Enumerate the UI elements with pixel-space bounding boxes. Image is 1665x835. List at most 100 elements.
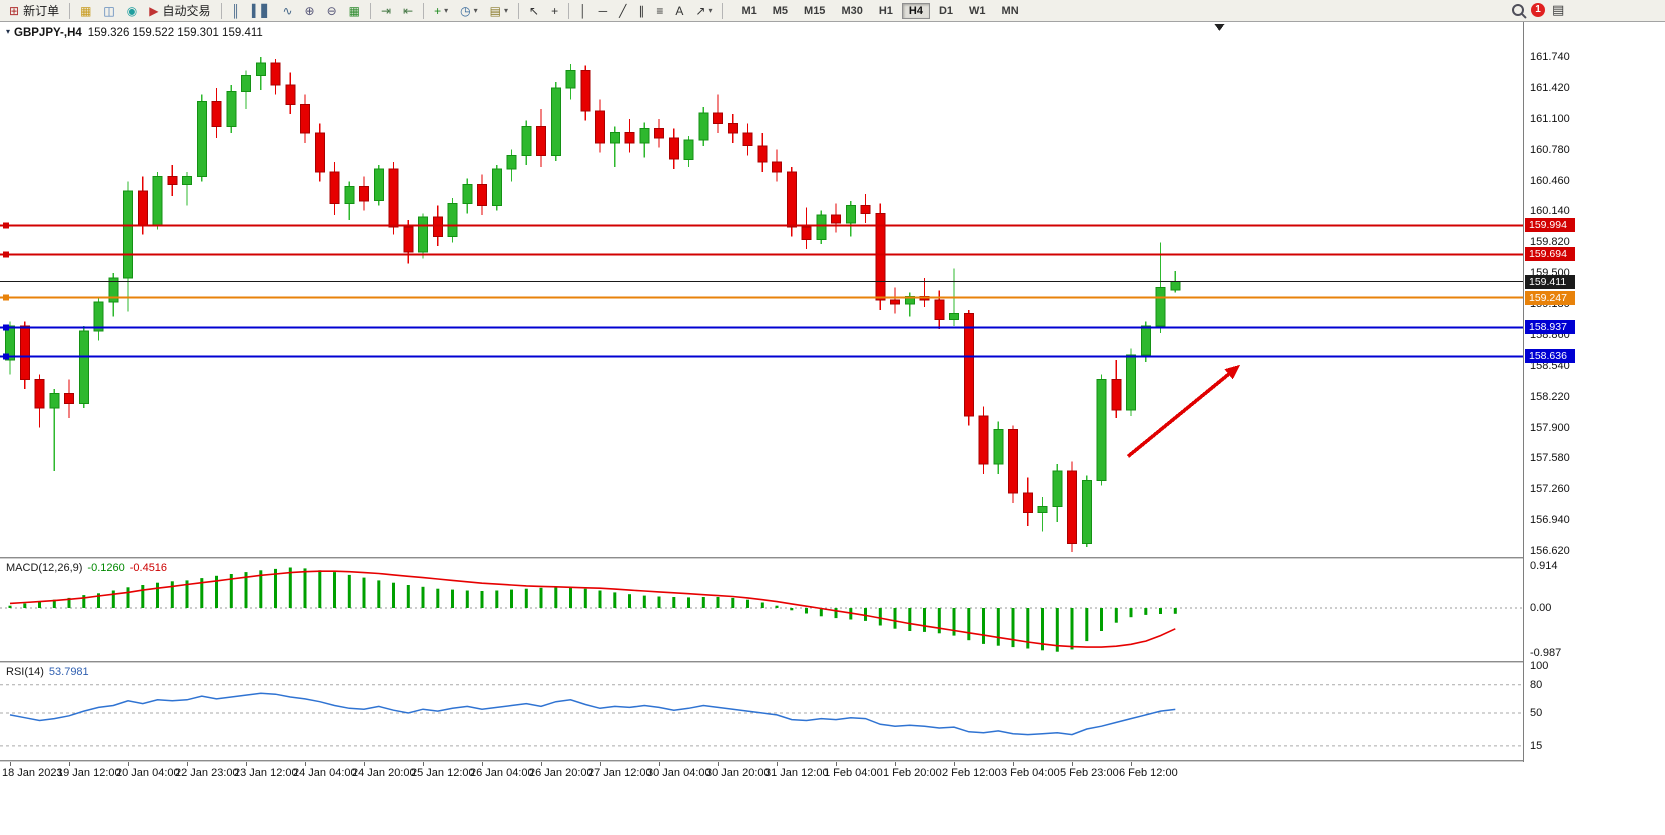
macd-panel[interactable]: MACD(12,26,9) -0.1260 -0.4516: [0, 559, 1523, 661]
zoom-out-icon: ⊖: [326, 3, 337, 18]
cursor-button[interactable]: ↖: [524, 1, 544, 21]
rsi-axis-label: 100: [1530, 660, 1549, 672]
candles-chart-icon: ▍▋: [252, 3, 271, 18]
symbol-label: GBPJPY-,H4: [14, 27, 82, 39]
time-tick: [895, 762, 896, 766]
chevron-down-icon: ▾: [504, 6, 509, 15]
panel-splitter[interactable]: [0, 661, 1665, 663]
time-axis-label: 25 Jan 12:00: [411, 767, 475, 779]
chart-title: ▾ GBPJPY-,H4 159.326 159.522 159.301 159.4…: [6, 27, 263, 39]
channel-button[interactable]: ∥: [633, 1, 649, 21]
bars-chart-button[interactable]: ║: [227, 1, 246, 21]
periods-icon: ◷: [460, 3, 471, 18]
time-axis-label: 6 Feb 12:00: [1119, 767, 1178, 779]
time-tick: [600, 762, 601, 766]
time-axis-label: 24 Jan 04:00: [293, 767, 357, 779]
chart-shift-button[interactable]: ⇤: [398, 1, 418, 21]
ohlc-values: 159.326 159.522 159.301 159.411: [87, 27, 263, 39]
price-axis-label: 161.740: [1530, 51, 1570, 63]
timeframe-h1[interactable]: H1: [878, 4, 893, 17]
time-axis-label: 3 Feb 04:00: [1001, 767, 1060, 779]
time-tick: [659, 762, 660, 766]
time-tick: [541, 762, 542, 766]
time-tick: [423, 762, 424, 766]
search-icon[interactable]: [1512, 4, 1524, 16]
auto-scroll-button[interactable]: ⇥: [376, 1, 396, 21]
periods-button[interactable]: ◷ ▾: [455, 1, 483, 21]
rsi-axis-label: 15: [1530, 739, 1543, 752]
timeframe-m15[interactable]: M15: [804, 4, 826, 17]
timeframe-m1[interactable]: M1: [741, 4, 757, 17]
time-axis-label: 1 Feb 20:00: [883, 767, 942, 779]
toolbar-separator: [722, 2, 724, 19]
timeframe-m30[interactable]: M30: [841, 4, 863, 17]
rsi-panel[interactable]: RSI(14) 53.7981: [0, 663, 1523, 760]
new-chart-button[interactable]: ▦: [75, 1, 96, 21]
rsi-name: RSI(14): [6, 666, 44, 678]
price-axis-label: 157.260: [1530, 483, 1570, 496]
market-watch-button[interactable]: ◉: [122, 1, 142, 21]
time-tick: [187, 762, 188, 766]
time-axis-label: 26 Jan 04:00: [470, 767, 534, 779]
rsi-value: 53.7981: [48, 666, 89, 678]
price-axis-label: 160.780: [1530, 143, 1570, 156]
timeframe-w1[interactable]: W1: [969, 4, 986, 17]
chevron-down-icon: ▾: [473, 6, 478, 15]
timeframe-mn[interactable]: MN: [1001, 4, 1019, 17]
panel-splitter[interactable]: [0, 557, 1665, 559]
time-tick: [10, 762, 11, 766]
chevron-down-icon: ▾: [444, 6, 449, 15]
horizontal-line-button[interactable]: ─: [594, 1, 613, 21]
new-chart-icon: ▦: [80, 3, 92, 18]
price-axis-label: 156.620: [1530, 545, 1570, 557]
chevron-down-icon[interactable]: ▾: [6, 27, 11, 36]
crosshair-button[interactable]: +: [546, 1, 563, 21]
time-axis-label: 30 Jan 04:00: [647, 767, 711, 779]
candlestick-chart[interactable]: [0, 22, 1523, 557]
panel-splitter[interactable]: [0, 760, 1665, 762]
zoom-out-button[interactable]: ⊖: [322, 1, 342, 21]
templates-button[interactable]: ▤ ▾: [485, 1, 513, 21]
time-axis-label: 22 Jan 23:00: [175, 767, 239, 779]
profiles-button[interactable]: ◫: [98, 1, 119, 21]
time-axis-label: 27 Jan 12:00: [588, 767, 652, 779]
main-chart[interactable]: ▾ GBPJPY-,H4 159.326 159.522 159.301 159.4…: [0, 22, 1523, 557]
trendline-button[interactable]: ╱: [614, 1, 631, 21]
cursor-icon: ↖: [529, 3, 540, 18]
price-axis[interactable]: 161.740 161.420 161.100 160.780 160.460 160.1…: [1523, 22, 1665, 762]
time-axis-label: 5 Feb 23:00: [1060, 767, 1119, 779]
templates-icon: ▤: [489, 3, 502, 18]
macd-axis-label: -0.987: [1530, 647, 1562, 660]
zoom-in-icon: ⊕: [304, 3, 315, 18]
toolbar-separator: [370, 2, 372, 19]
line-chart-button[interactable]: ∿: [277, 1, 297, 21]
time-axis-label: 18 Jan 2023: [2, 767, 63, 779]
text-button[interactable]: A: [670, 1, 688, 21]
menu-icon[interactable]: ▤: [1552, 2, 1565, 17]
toolbar-buttons: ⊞ 新订单 ▦ ◫ ◉ ▶ 自动交易 ║ ▍▋ ∿ ⊕ ⊖ ▦ ⇥ ⇤ + ▾ ◷ ▾ ▤ ▾ ↖ + │ ─ ╱ ∥ ≡ A ↗ ▾: [3, 0, 727, 22]
tile-windows-button[interactable]: ▦: [344, 1, 365, 21]
timeframe-m5[interactable]: M5: [772, 4, 789, 17]
trendline-icon: ╱: [619, 3, 627, 18]
chevron-down-icon: ▾: [708, 6, 713, 15]
zoom-in-button[interactable]: ⊕: [300, 1, 320, 21]
vertical-line-button[interactable]: │: [574, 1, 592, 21]
time-axis-label: 1 Feb 04:00: [824, 767, 883, 779]
time-axis[interactable]: 18 Jan 2023 19 Jan 12:00 20 Jan 04:00 22 Ja…: [0, 762, 1665, 784]
time-tick: [954, 762, 955, 766]
add-indicator-button[interactable]: + ▾: [429, 1, 453, 21]
new-order-icon: ⊞: [9, 3, 20, 18]
timeframe-h4[interactable]: H4: [901, 2, 930, 19]
auto-trading-button[interactable]: ▶ 自动交易: [144, 1, 215, 21]
arrows-button[interactable]: ↗ ▾: [690, 1, 717, 21]
fibonacci-button[interactable]: ≡: [651, 1, 668, 21]
price-badge: 159.247: [1525, 290, 1575, 305]
candles-chart-button[interactable]: ▍▋: [247, 1, 275, 21]
time-axis-label: 19 Jan 12:00: [57, 767, 121, 779]
timeframe-d1[interactable]: D1: [938, 4, 954, 17]
new-order-button[interactable]: ⊞ 新订单: [4, 1, 64, 21]
channel-icon: ∥: [638, 3, 645, 18]
price-badge: 159.694: [1525, 247, 1575, 262]
toolbar-separator: [69, 2, 71, 19]
notification-badge[interactable]: 1: [1531, 3, 1545, 17]
